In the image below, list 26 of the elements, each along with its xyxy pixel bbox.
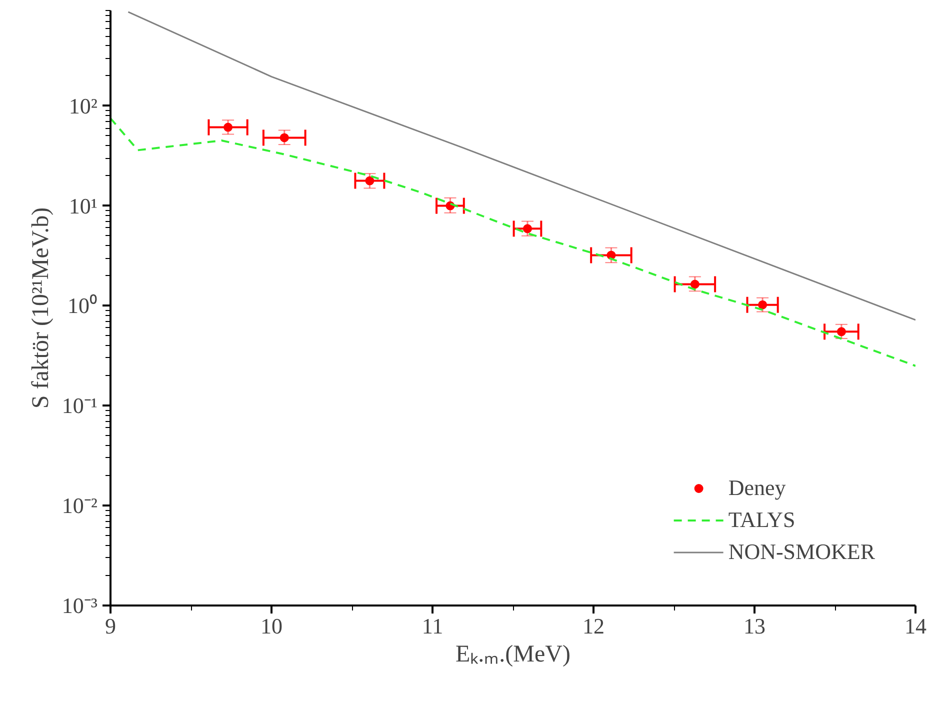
x-tick-label: 10 — [260, 614, 282, 638]
point — [522, 224, 532, 234]
y-tick-label: 10¹ — [68, 193, 98, 218]
line-series — [110, 117, 916, 367]
x-tick-label: 11 — [422, 614, 444, 638]
y-tick-label: 10⁻³ — [62, 593, 98, 618]
x-tick-label: 12 — [582, 614, 604, 638]
x-axis-title: Eₖ.ₘ.(MeV) — [456, 642, 570, 668]
x-tick-label: 13 — [744, 614, 766, 638]
y-tick-label: 10⁻¹ — [62, 393, 98, 418]
line-series — [127, 11, 916, 321]
point — [224, 122, 233, 132]
point — [365, 176, 374, 186]
legend-label: NON-SMOKER — [728, 539, 875, 565]
y-axis-title: S faktör (10²¹MeV.b) — [28, 207, 54, 409]
x-tick-label: 9 — [105, 614, 116, 638]
y-tick-label: 10⁰ — [68, 293, 98, 318]
y-tick-label: 10⁻² — [62, 493, 98, 518]
x-tick-label: 14 — [904, 614, 926, 638]
point — [758, 300, 768, 310]
point — [690, 280, 700, 289]
y-tick-label: 10² — [68, 93, 98, 118]
legend-label: Deney — [728, 475, 786, 501]
legend-label: TALYS — [728, 507, 796, 533]
point — [280, 133, 289, 142]
point — [836, 327, 846, 336]
